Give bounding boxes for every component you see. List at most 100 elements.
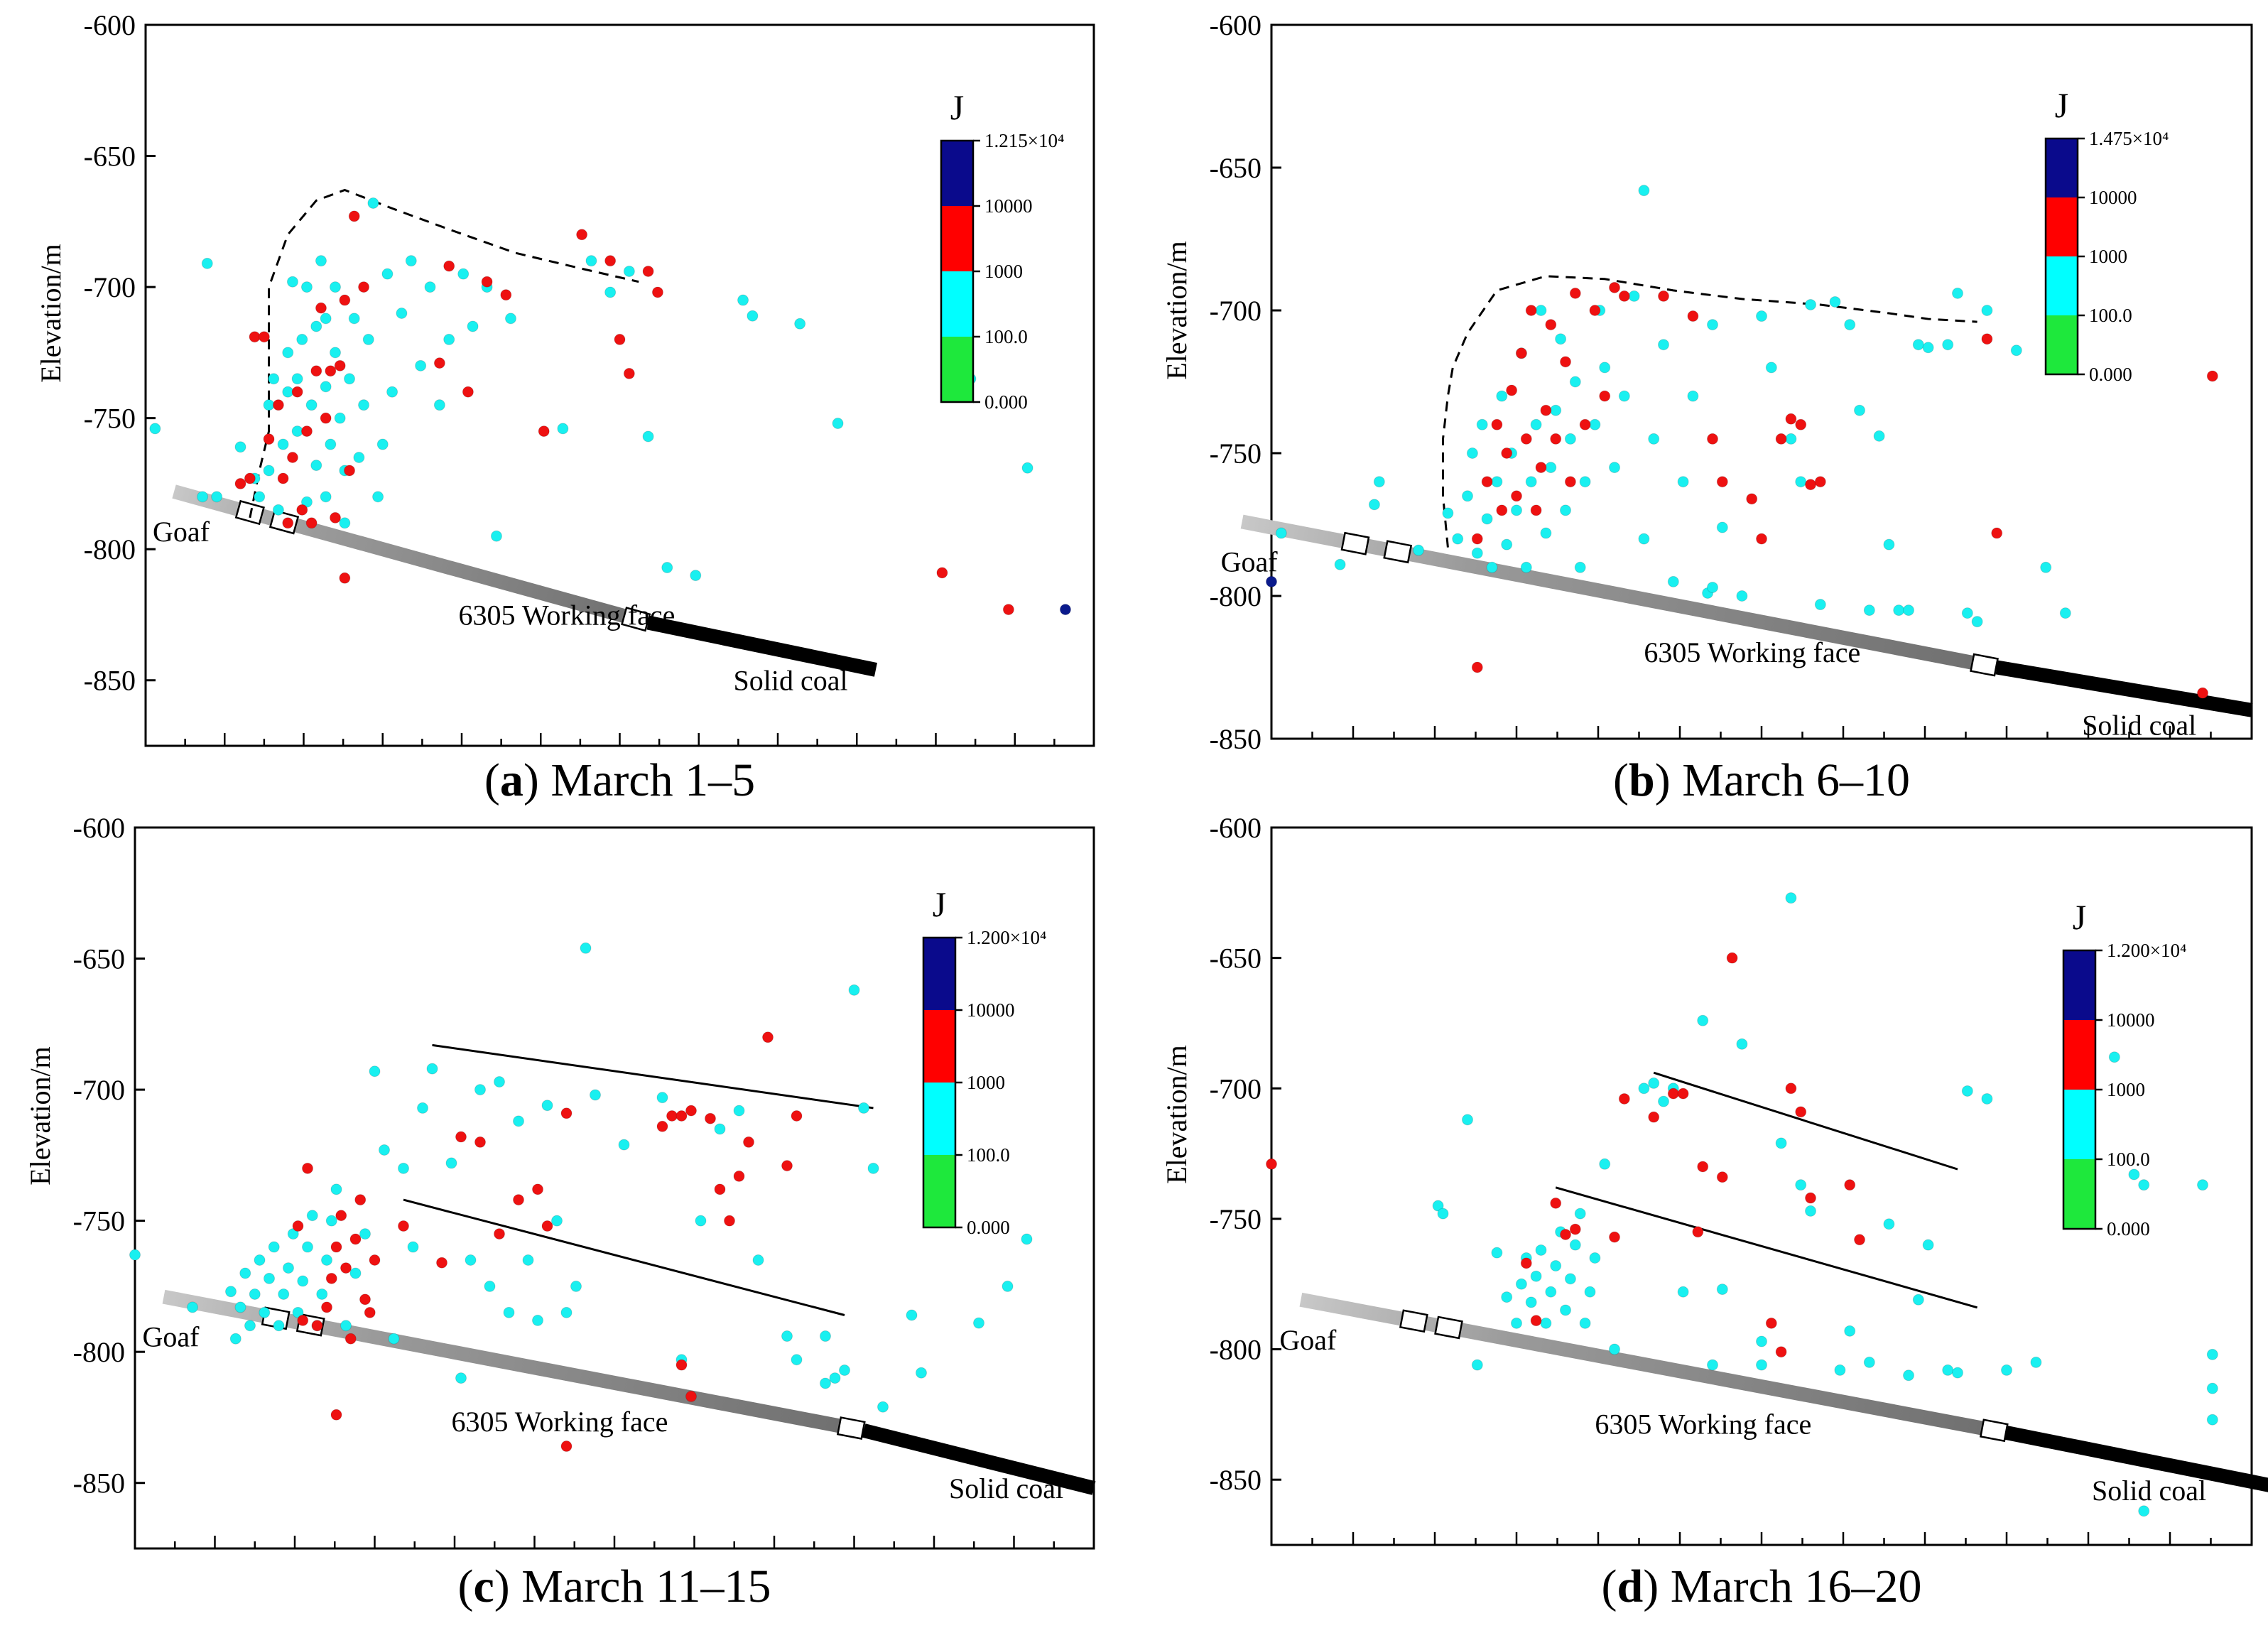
goaf-label: Goaf	[1279, 1324, 1337, 1356]
event-point-cyan	[1535, 1244, 1547, 1256]
event-point-red	[1540, 404, 1552, 416]
event-point-red	[330, 1409, 342, 1421]
event-point-cyan	[642, 430, 654, 443]
series-blue	[1059, 604, 1071, 616]
support-box-right	[621, 607, 651, 632]
event-point-red	[335, 1210, 347, 1222]
event-point-cyan	[1785, 433, 1797, 445]
event-point-cyan	[1677, 476, 1689, 488]
legend-swatch	[923, 1010, 955, 1083]
event-point-red	[705, 1112, 716, 1124]
event-point-red	[258, 331, 270, 343]
legend-label: 1.475×10⁴	[2089, 128, 2169, 149]
event-point-cyan	[1275, 527, 1287, 539]
caption-date: March 16–20	[1659, 1561, 1921, 1612]
event-point-red	[623, 367, 635, 379]
event-point-red	[348, 210, 360, 222]
event-point-cyan	[590, 1089, 601, 1101]
event-point-red	[297, 1314, 309, 1326]
event-point-cyan	[557, 423, 569, 435]
event-point-red	[2197, 687, 2208, 699]
legend-swatch	[941, 206, 973, 271]
event-point-cyan	[330, 347, 341, 359]
event-point-cyan	[1883, 538, 1895, 550]
event-point-cyan	[541, 1100, 553, 1112]
event-point-cyan	[445, 1157, 457, 1169]
legend-label: 10000	[2107, 1009, 2155, 1031]
annotation-labels: Goaf 6305 Working face Solid coal	[1279, 1324, 2206, 1507]
event-point-cyan	[623, 265, 635, 277]
event-point-cyan	[1442, 507, 1454, 519]
y-tick-label: -700	[1210, 1073, 1261, 1105]
event-point-cyan	[1893, 604, 1905, 617]
event-point-red	[651, 286, 663, 298]
event-point-cyan	[1579, 1317, 1591, 1329]
event-point-red	[344, 1333, 357, 1345]
event-point-red	[494, 1228, 505, 1240]
event-point-red	[532, 1183, 543, 1195]
event-point-cyan	[1961, 607, 1973, 619]
event-point-cyan	[1584, 1286, 1596, 1298]
event-point-red	[305, 517, 318, 529]
event-point-cyan	[310, 460, 322, 472]
event-point-cyan	[388, 1333, 400, 1345]
caption-letter: c	[473, 1561, 494, 1612]
event-point-cyan	[1432, 1200, 1444, 1212]
event-point-cyan	[1829, 295, 1841, 308]
event-point-red	[292, 1220, 304, 1232]
event-point-cyan	[1589, 1252, 1601, 1264]
event-point-blue	[1266, 575, 1277, 587]
event-point-cyan	[1525, 1296, 1537, 1308]
event-point-red	[791, 1110, 803, 1122]
event-point-red	[286, 452, 298, 463]
goaf-label: Goaf	[143, 1321, 200, 1353]
series-blue	[1266, 575, 1277, 587]
event-point-red	[311, 1320, 323, 1332]
legend-label: 100.0	[2089, 305, 2132, 326]
panel-a: -600 -650 -700 -750 -800 -850 Elevation/m Goaf 6…	[35, 9, 1095, 806]
event-point-red	[272, 399, 284, 411]
event-point-red	[1545, 319, 1557, 331]
event-point-cyan	[296, 333, 308, 345]
y-tick-label: -600	[1210, 9, 1261, 41]
event-point-red	[500, 289, 512, 301]
y-tick-label: -750	[1210, 438, 1261, 470]
event-point-cyan	[287, 1228, 299, 1240]
y-axis-label: Elevation/m	[24, 1046, 56, 1186]
event-point-cyan	[1638, 533, 1650, 545]
event-point-red	[541, 1220, 553, 1232]
event-point-cyan	[1677, 1286, 1689, 1298]
event-point-red	[1726, 952, 1738, 964]
series-red	[292, 1031, 803, 1453]
event-point-red	[538, 425, 550, 438]
caption-letter: a	[500, 754, 523, 806]
event-point-cyan	[1545, 462, 1557, 474]
event-point-red	[1520, 433, 1532, 445]
event-point-red	[244, 472, 256, 484]
event-point-cyan	[714, 1123, 726, 1135]
legend-swatch	[941, 337, 973, 402]
x-axis	[174, 1536, 1055, 1548]
legend-label: 100.0	[984, 326, 1028, 347]
event-point-cyan	[334, 412, 346, 424]
series-red	[234, 210, 1014, 616]
event-point-red	[1506, 384, 1518, 396]
working-face-bar	[172, 484, 877, 677]
series-cyan	[149, 197, 1033, 582]
event-point-red	[1535, 462, 1547, 474]
event-point-cyan	[585, 255, 597, 267]
solid-coal-label: Solid coal	[2082, 710, 2196, 742]
event-point-red	[1687, 310, 1699, 322]
caption-date: March 6–10	[1671, 754, 1910, 806]
working-face-label: 6305 Working face	[1644, 636, 1860, 668]
support-box-left-2	[1434, 1315, 1463, 1340]
panel-c: -600 -650 -700 -750 -800 -850 Elevation/m Goaf 6…	[24, 812, 1096, 1612]
event-point-red	[1515, 347, 1527, 359]
legend-label: 1000	[2089, 246, 2127, 267]
legend-swatch	[923, 1083, 955, 1155]
event-point-cyan	[656, 1092, 668, 1104]
event-point-red	[1560, 1228, 1571, 1240]
legend-label: 1.200×10⁴	[2107, 940, 2186, 961]
event-point-red	[685, 1390, 697, 1402]
